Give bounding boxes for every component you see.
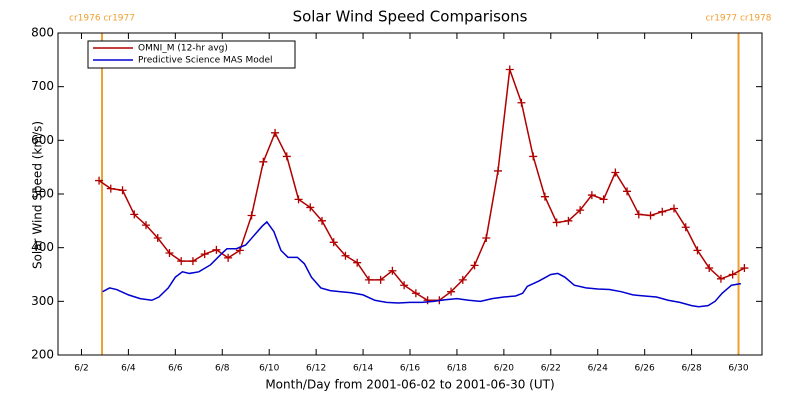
marker (318, 216, 326, 225)
marker (634, 210, 643, 219)
marker (693, 246, 702, 255)
marker (353, 258, 362, 267)
marker (224, 253, 233, 262)
x-tick-label: 6/20 (494, 364, 514, 374)
y-tick-label: 300 (31, 294, 54, 308)
marker (482, 234, 491, 243)
marker (400, 281, 409, 290)
x-tick-label: 6/6 (168, 364, 183, 374)
marker (341, 251, 350, 260)
marker (740, 264, 749, 273)
marker (329, 238, 338, 247)
series-line (102, 220, 742, 308)
marker (165, 249, 174, 258)
y-tick-label: 800 (31, 26, 54, 40)
marker (294, 195, 303, 204)
marker (271, 128, 280, 137)
x-tick-label: 6/14 (353, 364, 373, 374)
marker (364, 275, 373, 284)
y-axis-label: Solar Wind Speed (km/s) (31, 121, 45, 269)
y-tick-label: 600 (31, 133, 54, 147)
marker (106, 184, 115, 193)
x-tick-label: 6/22 (541, 364, 561, 374)
marker (611, 168, 620, 177)
x-tick-label: 6/28 (681, 364, 701, 374)
x-axis-label: Month/Day from 2001-06-02 to 2001-06-30 … (265, 378, 554, 392)
marker (153, 234, 162, 243)
x-tick-label: 6/16 (400, 364, 420, 374)
marker (188, 257, 197, 266)
x-tick-label: 6/4 (121, 364, 136, 374)
marker (670, 204, 678, 213)
marker (552, 218, 561, 227)
marker (130, 210, 139, 219)
y-tick-label: 400 (31, 240, 54, 254)
marker (411, 289, 420, 298)
x-tick-label: 6/24 (588, 364, 608, 374)
marker (517, 98, 526, 107)
chart-title: Solar Wind Speed Comparisons (293, 8, 528, 26)
marker (142, 221, 150, 230)
marker (247, 211, 256, 220)
marker (177, 257, 186, 266)
marker (447, 287, 456, 296)
marker (376, 275, 385, 284)
marker (564, 216, 573, 225)
plot-frame (57, 32, 763, 356)
legend-label: OMNI_M (12-hr avg) (138, 44, 228, 54)
marker (388, 266, 397, 275)
marker (587, 191, 596, 200)
marker (529, 152, 538, 161)
marker (576, 206, 585, 215)
marker (646, 211, 655, 220)
marker (728, 270, 737, 279)
marker (599, 195, 608, 204)
y-tick-label: 200 (31, 348, 54, 362)
marker (505, 65, 514, 74)
marker (705, 264, 714, 273)
series-line (98, 69, 745, 302)
legend-box (87, 40, 296, 69)
x-tick-label: 6/18 (447, 364, 467, 374)
x-tick-label: 6/2 (74, 364, 88, 374)
x-tick-label: 6/8 (215, 364, 230, 374)
marker (95, 176, 104, 185)
marker (470, 261, 479, 270)
x-tick-label: 6/10 (259, 364, 279, 374)
marker (306, 203, 315, 212)
marker (681, 223, 690, 232)
marker (118, 186, 127, 195)
marker (423, 296, 432, 305)
marker (658, 207, 667, 216)
legend-label: Predictive Science MAS Model (138, 56, 273, 66)
x-tick-label: 6/26 (635, 364, 655, 374)
rotation-label: cr1977 cr1978 (706, 14, 772, 24)
y-tick-label: 500 (31, 187, 54, 201)
marker (623, 187, 632, 196)
marker (212, 245, 221, 254)
marker (458, 275, 467, 284)
x-tick-label: 6/30 (728, 364, 748, 374)
rotation-label: cr1976 cr1977 (69, 14, 135, 24)
marker (200, 250, 209, 259)
marker (716, 274, 725, 283)
y-tick-label: 700 (31, 79, 54, 93)
marker (259, 157, 268, 166)
marker (494, 166, 502, 175)
marker (282, 152, 291, 161)
marker (540, 192, 549, 201)
x-tick-label: 6/12 (306, 364, 326, 374)
